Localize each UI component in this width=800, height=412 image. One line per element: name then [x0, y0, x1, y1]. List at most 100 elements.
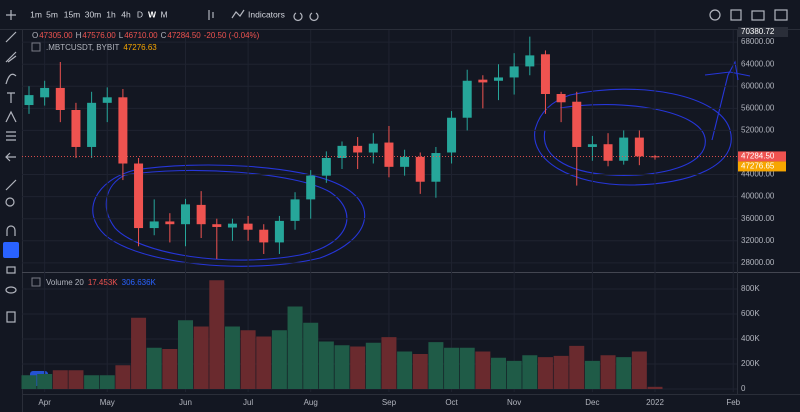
timeframe-button[interactable]: 5m [46, 9, 58, 19]
redo-button[interactable] [309, 12, 319, 21]
candle-body [165, 221, 175, 225]
volume-bar [240, 330, 256, 389]
drawing-tools[interactable] [3, 10, 19, 323]
volume-bar [428, 342, 444, 389]
volume-bar [444, 347, 460, 389]
volume-tick-label: 600K [741, 309, 760, 318]
timeframe-button[interactable]: 15m [64, 9, 81, 19]
volume-bar [224, 326, 240, 389]
volume-tick-label: 200K [741, 359, 760, 368]
drawing-arrow [704, 60, 751, 141]
candle-body [447, 117, 457, 153]
candle-body [431, 153, 441, 182]
volume-bar [209, 280, 225, 389]
volume-bar [334, 345, 350, 389]
text-tool[interactable] [7, 92, 15, 103]
candle-body [290, 199, 300, 221]
crosshair-tool[interactable] [6, 10, 16, 20]
popout-button[interactable] [774, 9, 788, 21]
candle-body [149, 221, 159, 229]
volume-bar [397, 351, 413, 389]
candle-body [415, 156, 425, 182]
timeframe-button[interactable]: D [137, 9, 143, 19]
chart-type-button[interactable] [208, 10, 214, 20]
y-tick-label: 60000.00 [741, 81, 775, 90]
candle-body [259, 229, 269, 243]
trendline-tool[interactable] [5, 31, 17, 43]
back-tool[interactable] [5, 152, 16, 162]
brush-tool[interactable] [5, 73, 17, 85]
last-price-label: 47284.50 [741, 152, 775, 161]
pitchfork-tool[interactable] [5, 51, 17, 63]
y-tick-label: 56000.00 [741, 103, 775, 112]
settings-button[interactable] [709, 9, 721, 21]
x-tick-label: Aug [304, 398, 318, 407]
undo-button[interactable] [293, 12, 303, 21]
ohlc-value: 47305.00 [39, 31, 73, 40]
ohlc-value: 47576.00 [82, 31, 116, 40]
pattern-tool[interactable] [5, 110, 17, 123]
volume-tick-label: 800K [741, 284, 760, 293]
timeframe-button[interactable]: W [148, 9, 157, 19]
x-tick-label: 2022 [646, 398, 664, 407]
candle-body [368, 143, 378, 153]
volume-collapse[interactable] [31, 277, 41, 287]
last-price-box [738, 151, 786, 162]
candle-body [227, 223, 237, 228]
candle-body [321, 158, 331, 176]
y-tick-label: 32000.00 [741, 236, 775, 245]
y-tick-label: 36000.00 [741, 214, 775, 223]
candle-body [196, 204, 206, 225]
volume-bar [350, 346, 366, 389]
indicators-icon[interactable] [231, 9, 245, 19]
candle-body [337, 145, 347, 158]
candle-body [55, 87, 65, 110]
candle-body [540, 54, 550, 94]
lock-tool[interactable] [6, 266, 16, 274]
zoom-tool[interactable] [5, 197, 15, 207]
snapshot-button[interactable] [751, 10, 765, 21]
volume-bar [475, 351, 491, 389]
volume-bar [162, 349, 178, 389]
candle-body [353, 145, 363, 153]
volume-bar [68, 370, 84, 389]
hide-tool[interactable] [5, 286, 17, 294]
magnet-tool[interactable] [6, 225, 16, 236]
candle-body [274, 220, 284, 243]
volume-bar [271, 330, 287, 389]
y-tick-label: 68000.00 [741, 37, 775, 46]
volume-bar [37, 374, 53, 389]
candle-body [212, 224, 222, 227]
fullscreen-button[interactable] [730, 9, 742, 21]
trash-tool[interactable] [6, 311, 16, 323]
close-label: 47276.65 [741, 162, 775, 171]
volume-bar [146, 347, 162, 389]
candle-body [587, 144, 597, 147]
candle-body [603, 144, 613, 161]
candle-body [24, 95, 34, 106]
ruler-tool[interactable] [5, 179, 17, 191]
timeframe-button[interactable]: 1h [106, 9, 116, 19]
candle-body [462, 80, 472, 118]
indicators-button[interactable]: Indicators [248, 9, 285, 19]
fib-tool[interactable] [6, 131, 16, 141]
timeframe-button[interactable]: 30m [85, 9, 102, 19]
ohlc-key: L [119, 31, 124, 40]
volume-bar [99, 375, 115, 389]
timeframe-button[interactable]: 1m [30, 9, 42, 19]
volume-bar [303, 322, 319, 389]
collapse-button[interactable] [31, 42, 41, 52]
timeframe-button[interactable]: M [160, 9, 167, 19]
ohlc-value: 47284.50 [167, 31, 201, 40]
candle-body [71, 110, 81, 147]
candle-body [400, 156, 410, 167]
candle-body [556, 94, 566, 103]
y-tick-label: 28000.00 [741, 258, 775, 267]
stay-in-drawing[interactable] [3, 242, 19, 258]
volume-title: Volume 20 [46, 278, 84, 287]
candle-body [102, 97, 112, 103]
volume-bar [600, 355, 616, 389]
y-tick-label: 40000.00 [741, 192, 775, 201]
timeframe-button[interactable]: 4h [121, 9, 131, 19]
volume-ma: 306.636K [122, 278, 157, 287]
